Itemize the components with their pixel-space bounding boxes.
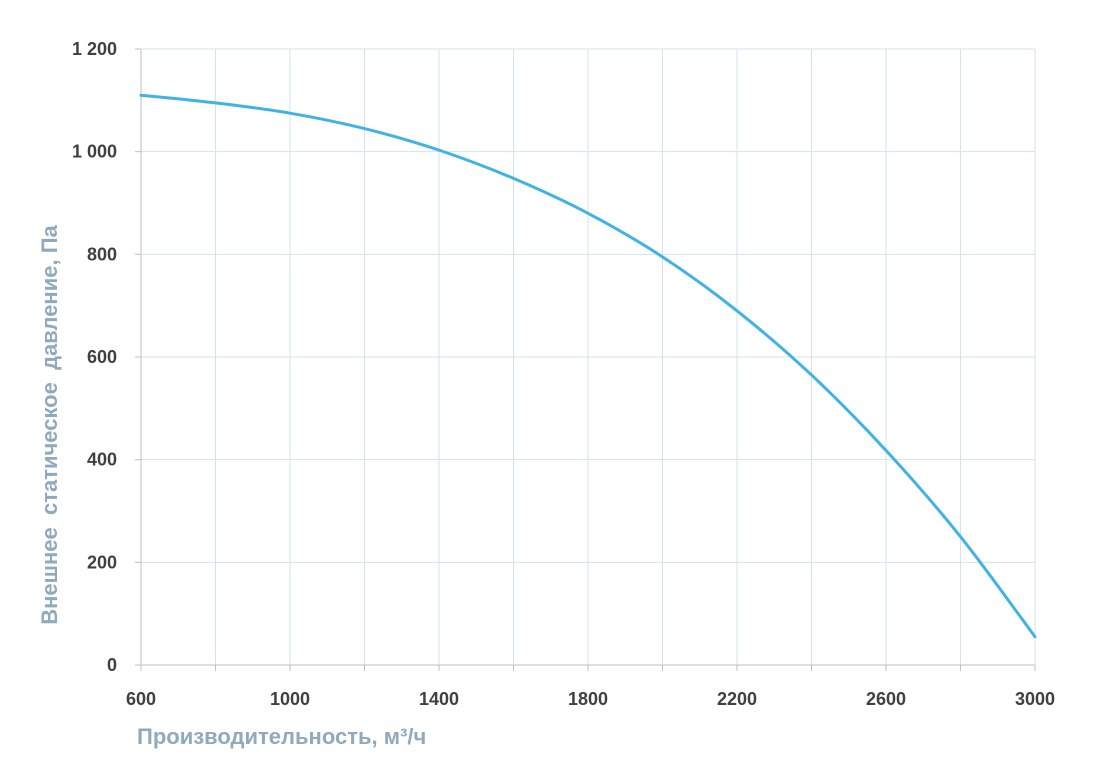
axes <box>135 48 1036 671</box>
x-tick-label: 2600 <box>866 689 906 709</box>
x-tick-labels: 600 1000 1400 1800 2200 2600 3000 <box>126 689 1055 709</box>
y-tick-labels: 0 200 400 600 800 1 000 1 200 <box>72 39 117 675</box>
grid <box>141 48 1036 665</box>
y-tick-label: 600 <box>87 347 117 367</box>
x-tick-label: 1000 <box>270 689 310 709</box>
y-tick-label: 800 <box>87 244 117 264</box>
x-tick-label: 3000 <box>1015 689 1055 709</box>
x-tick-label: 600 <box>126 689 156 709</box>
y-tick-label: 1 200 <box>72 39 117 59</box>
y-tick-label: 0 <box>107 655 117 675</box>
x-axis-title: Производительность, м³/ч <box>137 724 426 749</box>
y-tick-label: 1 000 <box>72 142 117 162</box>
y-tick-label: 400 <box>87 450 117 470</box>
series-layer <box>139 93 1037 639</box>
y-axis-title: Внешнее статическое давление, Па <box>37 224 62 624</box>
x-tick-label: 1400 <box>419 689 459 709</box>
y-tick-label: 200 <box>87 552 117 572</box>
x-tick-label: 1800 <box>568 689 608 709</box>
x-tick-label: 2200 <box>717 689 757 709</box>
series-line <box>139 93 1037 639</box>
